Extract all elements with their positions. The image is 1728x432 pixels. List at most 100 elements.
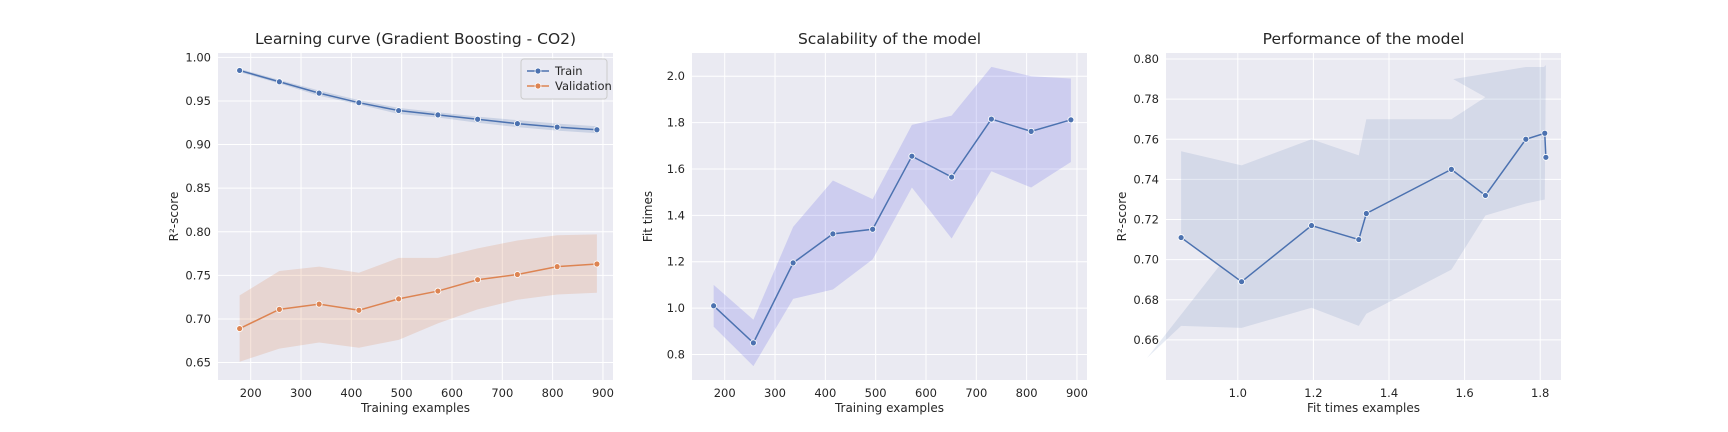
data-point [749,339,757,347]
x-tick-label: 1.4 [1380,386,1398,400]
plot-area [218,53,613,380]
legend-label: Train [554,64,583,78]
y-tick-label: 1.6 [667,162,685,176]
data-point [553,123,561,131]
series-line [239,263,597,330]
data-point [434,287,442,295]
y-tick-label: 0.80 [185,225,211,239]
data-point [789,259,797,267]
y-tick-label: 1.8 [667,116,685,130]
data-point [1482,192,1489,199]
y-tick-label: 1.00 [185,50,211,64]
data-point [908,152,916,160]
data-point [553,263,561,271]
x-tick-label: 300 [764,386,786,400]
legend-label: Validation [555,79,612,93]
chart-1: 200 300 400 500 600 700 800 900 0.65 0.70 0.75 0.80… [167,30,614,415]
legend-swatch-marker [534,67,542,75]
series-line [1180,132,1547,283]
x-tick-label: 600 [915,386,937,400]
plot-area [1166,53,1561,380]
y-tick-label: 0.78 [1133,92,1159,106]
data-point [1067,116,1075,124]
data-point [474,115,482,123]
data-point [275,78,283,86]
plot-area [692,53,1087,380]
data-point [513,120,521,128]
grid [1166,53,1561,380]
y-tick-label: 0.75 [185,268,211,282]
x-tick-label: 1.0 [1229,386,1247,400]
data-point [395,107,403,114]
x-tick-label: 700 [491,386,513,400]
data-point [987,115,995,123]
chart-title: Learning curve (Gradient Boosting - CO2) [255,30,576,48]
data-point [1238,278,1245,286]
x-tick-label: 900 [592,386,614,400]
y-tick-label: 1.2 [667,255,685,269]
y-tick-label: 0.65 [185,356,211,370]
data-point [236,325,244,332]
y-axis-label: R²-score [167,192,181,242]
x-tick-label: 300 [290,386,312,400]
chart-2: 200 300 400 500 600 700 800 900 0.8 1.0 1.2 1.4 1.6 1… [641,30,1088,415]
x-tick-label: 200 [240,386,262,400]
y-tick-label: 0.8 [667,347,685,361]
x-tick-label: 500 [865,386,887,400]
chart-3: 1.0 1.2 1.4 1.6 1.8 0.66 0.68 0.70 0.72 0.74 0.76 0… [1115,30,1561,415]
y-tick-label: 2.0 [667,69,685,83]
y-tick-label: 0.90 [185,138,211,152]
data-point [1541,129,1549,137]
legend-box [520,58,608,100]
x-tick-label: 400 [814,386,836,400]
data-point [434,111,442,119]
chart-title: Performance of the model [1263,30,1465,48]
x-tick-label: 1.8 [1531,386,1549,400]
data-point [1447,165,1455,173]
data-point [869,225,877,233]
data-point [355,99,363,107]
data-point [1355,236,1363,243]
data-point [593,260,601,268]
y-tick-label: 1.0 [667,301,685,315]
data-point [395,295,403,303]
x-tick-label: 200 [714,386,736,400]
x-axis-label: Fit times examples [1307,401,1420,415]
y-tick-label: 0.80 [1133,52,1159,66]
data-point [829,230,837,238]
data-point [275,305,283,313]
y-tick-label: 0.70 [185,312,211,326]
x-axis-label: Training examples [360,401,470,415]
y-tick-label: 1.4 [667,208,685,222]
series-line [713,118,1072,345]
data-point [474,276,482,284]
data-point [1308,222,1315,229]
series-band [1147,65,1546,358]
x-tick-label: 1.6 [1455,386,1473,400]
x-tick-label: 600 [441,386,463,400]
data-point [355,306,363,314]
data-point [236,67,244,74]
data-point [1362,210,1370,217]
grid [692,53,1087,380]
y-tick-label: 0.68 [1133,293,1159,307]
y-tick-label: 0.95 [185,94,211,108]
x-tick-label: 800 [1016,386,1038,400]
y-tick-label: 0.85 [185,181,211,195]
data-point [948,173,956,181]
chart-title: Scalability of the model [798,30,981,48]
data-point [710,302,718,310]
data-point [513,271,521,278]
x-tick-label: 800 [542,386,564,400]
legend-swatch-marker [534,82,542,90]
x-tick-label: 900 [1066,386,1088,400]
series-band [239,234,597,362]
data-point [1027,127,1035,135]
y-tick-label: 0.70 [1133,253,1159,267]
y-tick-label: 0.74 [1133,172,1159,186]
y-tick-label: 0.76 [1133,132,1159,146]
series-band [713,66,1071,367]
data-point [1522,135,1530,143]
